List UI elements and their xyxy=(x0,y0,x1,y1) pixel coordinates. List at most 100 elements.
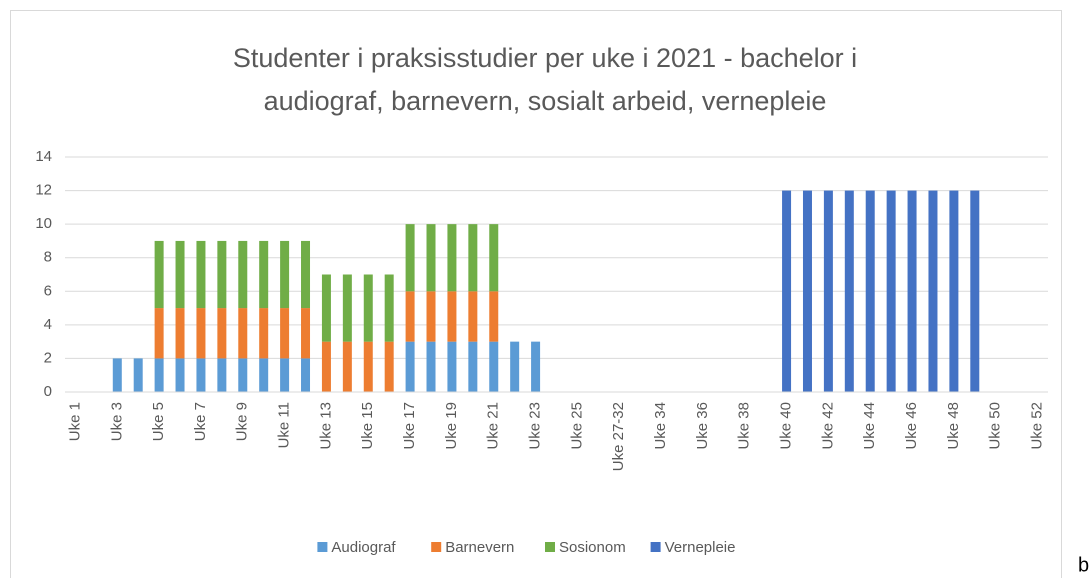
bar-segment xyxy=(823,190,833,392)
bar-segment xyxy=(196,358,206,392)
bar-segment xyxy=(426,224,436,292)
x-tick-label: Uke 5 xyxy=(150,402,167,441)
bar-segment xyxy=(468,291,478,342)
y-tick-label: 6 xyxy=(44,282,52,299)
bar-segment xyxy=(280,240,290,309)
bar-segment xyxy=(154,240,164,309)
bar-segment xyxy=(342,274,352,342)
legend-label: Audiograf xyxy=(331,539,396,556)
bar-segment xyxy=(802,190,812,392)
bar-segment xyxy=(217,240,227,309)
x-tick-label: Uke 40 xyxy=(778,402,795,450)
legend-swatch xyxy=(650,542,661,552)
legend-swatch xyxy=(431,542,442,552)
bar-segment xyxy=(154,308,164,359)
bar-segment xyxy=(259,308,269,359)
x-tick-label: Uke 23 xyxy=(527,402,544,450)
bar-segment xyxy=(447,291,457,342)
chart-title: Studenter i praksisstudier per uke i 202… xyxy=(233,43,857,73)
x-tick-label: Uke 9 xyxy=(234,402,251,441)
bar-segment xyxy=(175,308,185,359)
x-tick-label: Uke 34 xyxy=(652,402,669,450)
bar-segment xyxy=(405,341,415,392)
bar-segment xyxy=(510,341,520,392)
y-tick-label: 8 xyxy=(44,249,52,266)
x-tick-label: Uke 19 xyxy=(443,402,460,450)
bar-segment xyxy=(970,190,980,392)
bar-segment xyxy=(844,190,854,392)
bar-segment xyxy=(217,308,227,359)
x-tick-label: Uke 3 xyxy=(108,402,125,441)
bar-segment xyxy=(949,190,959,392)
bar-segment xyxy=(928,190,938,392)
bar-segment xyxy=(489,291,499,342)
bar-segment xyxy=(321,341,331,392)
bar-segment xyxy=(259,240,269,309)
bar-segment xyxy=(196,240,206,309)
y-tick-label: 12 xyxy=(35,182,52,199)
bar-segment xyxy=(447,341,457,392)
bar-segment xyxy=(907,190,917,392)
bar-segment xyxy=(447,224,457,292)
bar-segment xyxy=(468,224,478,292)
chart-title: audiograf, barnevern, sosialt arbeid, ve… xyxy=(264,86,827,116)
bar-segment xyxy=(154,358,164,392)
x-tick-label: Uke 50 xyxy=(987,402,1004,450)
x-tick-label: Uke 38 xyxy=(736,402,753,450)
bar-segment xyxy=(196,308,206,359)
y-tick-label: 2 xyxy=(44,349,52,366)
bar-segment xyxy=(259,358,269,392)
x-tick-label: Uke 21 xyxy=(485,402,502,450)
bar-segment xyxy=(301,308,311,359)
x-tick-label: Uke 13 xyxy=(317,402,334,450)
x-tick-label: Uke 25 xyxy=(568,402,585,450)
bar-segment xyxy=(217,358,227,392)
bar-segment xyxy=(238,358,248,392)
x-tick-label: Uke 48 xyxy=(945,402,962,450)
x-tick-label: Uke 36 xyxy=(694,402,711,450)
bar-segment xyxy=(384,341,394,392)
bar-segment xyxy=(301,240,311,309)
x-tick-label: Uke 52 xyxy=(1029,402,1046,450)
bar-segment xyxy=(175,240,185,309)
x-tick-label: Uke 42 xyxy=(819,402,836,450)
x-tick-label: Uke 46 xyxy=(903,402,920,450)
legend-label: Barnevern xyxy=(445,539,514,556)
y-tick-label: 14 xyxy=(35,148,52,165)
bar-segment xyxy=(363,341,373,392)
bar-segment xyxy=(175,358,185,392)
x-tick-label: Uke 1 xyxy=(66,402,83,441)
bar-segment xyxy=(342,341,352,392)
bar-segment xyxy=(426,291,436,342)
bar-segment xyxy=(886,190,896,392)
y-tick-label: 10 xyxy=(35,215,52,232)
bar-segment xyxy=(865,190,875,392)
bar-segment xyxy=(405,291,415,342)
y-tick-label: 0 xyxy=(44,383,52,400)
bar-segment xyxy=(133,358,143,392)
legend-label: Sosionom xyxy=(559,539,626,556)
bar-segment xyxy=(238,240,248,309)
bar-segment xyxy=(489,341,499,392)
bar-segment xyxy=(782,190,792,392)
bar-segment xyxy=(468,341,478,392)
x-tick-label: Uke 11 xyxy=(276,402,293,448)
legend-label: Vernepleie xyxy=(665,539,736,556)
x-tick-label: Uke 44 xyxy=(861,402,878,450)
legend-swatch xyxy=(545,542,555,552)
bar-segment xyxy=(489,224,499,292)
bar-segment xyxy=(531,341,541,392)
bar-segment xyxy=(112,358,122,392)
bar-segment xyxy=(280,308,290,359)
x-tick-label: Uke 15 xyxy=(359,402,376,450)
x-tick-label: Uke 7 xyxy=(192,402,209,441)
bar-segment xyxy=(426,341,436,392)
bar-segment xyxy=(384,274,394,342)
bar-segment xyxy=(363,274,373,342)
x-tick-label: Uke 27-32 xyxy=(610,402,627,471)
chart-frame xyxy=(10,10,1062,578)
legend-swatch xyxy=(317,542,328,552)
y-tick-label: 4 xyxy=(44,316,52,333)
